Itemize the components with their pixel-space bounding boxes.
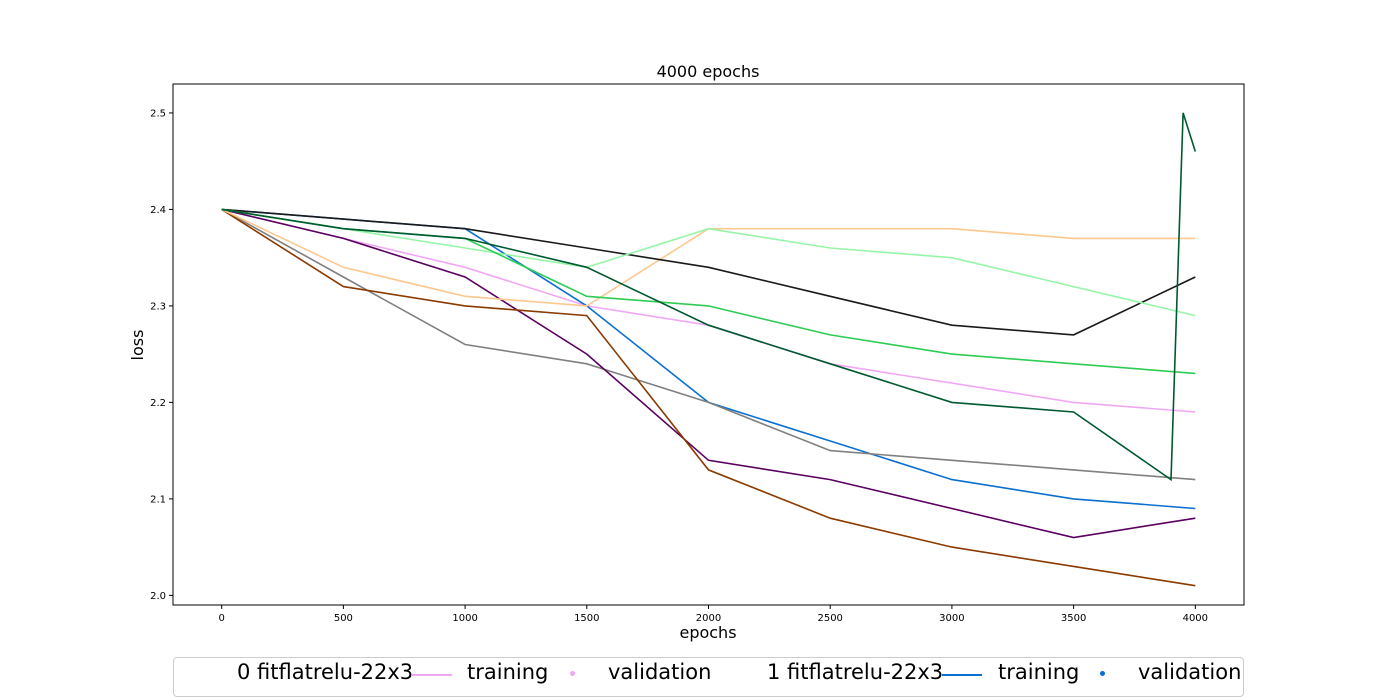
legend-series-0-validation-swatch	[570, 671, 575, 676]
series-line-9	[221, 112, 1197, 482]
chart-title: 4000 epochs	[657, 62, 760, 81]
x-axis-label: epochs	[679, 623, 736, 642]
y-tick-label: 2.5	[150, 108, 166, 119]
legend-series-0-validation-label: validation	[608, 660, 712, 684]
x-tick-label: 2000	[696, 613, 721, 624]
y-tick-label: 2.3	[150, 301, 166, 312]
x-tick-label: 2500	[817, 613, 842, 624]
x-tick-label: 3500	[1061, 613, 1086, 624]
y-tick-label: 2.4	[150, 205, 166, 216]
series-line-6	[221, 208, 1196, 336]
legend-series-1-training-label: training	[998, 660, 1080, 684]
legend-series-1-validation-swatch	[1100, 671, 1105, 676]
legend-series-0-training-swatch	[412, 674, 452, 676]
plot-frame	[172, 83, 1245, 606]
legend-series-1-label: 1 fitflatrelu-22x3	[767, 660, 944, 684]
x-tick-label: 4000	[1183, 613, 1208, 624]
plot-area	[221, 112, 1197, 587]
legend: 0 fitflatrelu-22x3 training validation 1…	[173, 657, 1244, 697]
x-tick-label: 1500	[574, 613, 599, 624]
y-tick-label: 2.1	[150, 494, 166, 505]
x-tick-label: 500	[334, 613, 353, 624]
series-line-0	[221, 208, 1196, 413]
series-line-4	[221, 208, 1196, 587]
legend-series-1-validation-label: validation	[1138, 660, 1242, 684]
series-line-2	[221, 208, 1196, 481]
series-line-5	[221, 208, 1196, 307]
y-axis: 2.0 2.1 2.2 2.3 2.4 2.5	[150, 108, 173, 602]
y-axis-label: loss	[128, 330, 147, 361]
series-line-3	[221, 208, 1196, 539]
x-tick-label: 1000	[452, 613, 477, 624]
x-axis: 0 500 1000 1500 2000 2500 3000 3500 4000	[218, 605, 1208, 624]
y-tick-label: 2.0	[150, 591, 166, 602]
legend-series-0-label: 0 fitflatrelu-22x3	[237, 660, 414, 684]
series-line-7	[221, 208, 1196, 317]
x-tick-label: 0	[218, 613, 224, 624]
legend-series-1-training-swatch	[942, 674, 982, 676]
y-tick-label: 2.2	[150, 398, 166, 409]
series-line-1	[221, 208, 1196, 510]
x-tick-label: 3000	[939, 613, 964, 624]
legend-series-0-training-label: training	[467, 660, 549, 684]
